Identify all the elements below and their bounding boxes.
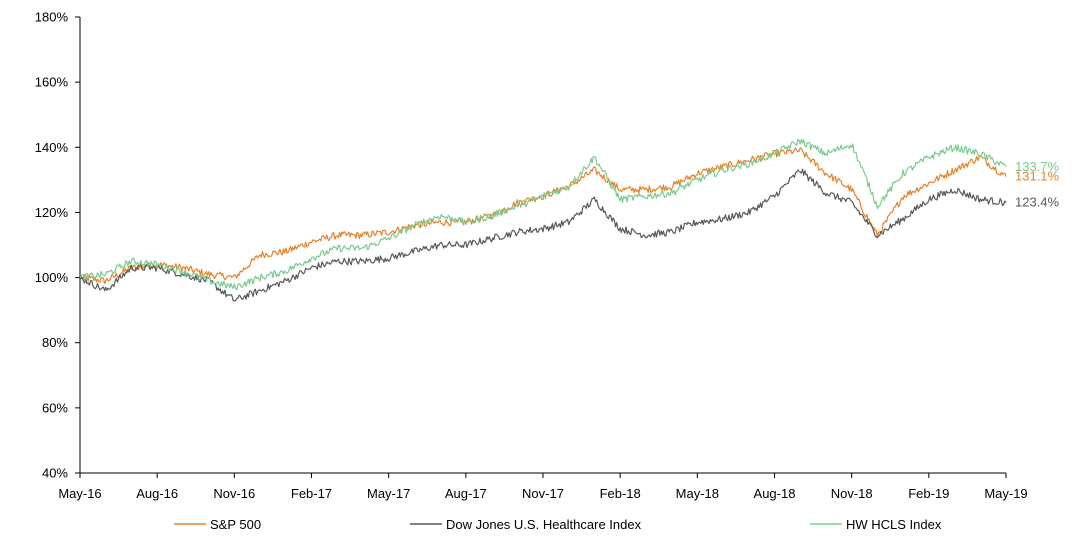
y-tick-label: 100% xyxy=(35,270,69,285)
y-tick-label: 160% xyxy=(35,75,69,90)
series-lines xyxy=(79,138,1007,302)
series-end-label: 133.7% xyxy=(1015,159,1060,174)
y-tick-label: 120% xyxy=(35,205,69,220)
series-end-label: 131.1% xyxy=(1015,169,1060,184)
legend: S&P 500 Dow Jones U.S. Healthcare Index HW… xyxy=(174,517,942,532)
y-tick-label: 60% xyxy=(42,400,68,415)
chart-axes: 40% 60% 80% 100% 120% 140% 160% 180% May-16 Aug-1… xyxy=(35,10,1028,502)
end-labels: 131.1% 123.4% 133.7% xyxy=(1015,159,1060,210)
series-end-label: 123.4% xyxy=(1015,195,1060,210)
x-tick-label: May-19 xyxy=(984,486,1027,501)
series-line xyxy=(79,168,1007,302)
x-tick-label: Nov-18 xyxy=(831,486,873,501)
x-tick-label: May-17 xyxy=(367,486,410,501)
legend-label: S&P 500 xyxy=(210,517,261,532)
x-tick-label: Aug-17 xyxy=(445,486,487,501)
x-tick-label: May-16 xyxy=(58,486,101,501)
x-tick-label: Aug-16 xyxy=(136,486,178,501)
y-tick-label: 180% xyxy=(35,10,69,25)
y-tick-label: 140% xyxy=(35,140,69,155)
x-tick-label: Feb-17 xyxy=(291,486,332,501)
x-tick-label: Nov-17 xyxy=(522,486,564,501)
x-tick-label: Aug-18 xyxy=(754,486,796,501)
x-tick-label: May-18 xyxy=(676,486,719,501)
y-tick-label: 80% xyxy=(42,335,68,350)
x-tick-label: Nov-16 xyxy=(213,486,255,501)
legend-label: Dow Jones U.S. Healthcare Index xyxy=(446,517,642,532)
y-tick-label: 40% xyxy=(42,466,68,481)
legend-label: HW HCLS Index xyxy=(846,517,942,532)
x-tick-label: Feb-18 xyxy=(600,486,641,501)
x-tick-label: Feb-19 xyxy=(908,486,949,501)
series-line xyxy=(79,138,1007,291)
series-line xyxy=(79,147,1007,285)
